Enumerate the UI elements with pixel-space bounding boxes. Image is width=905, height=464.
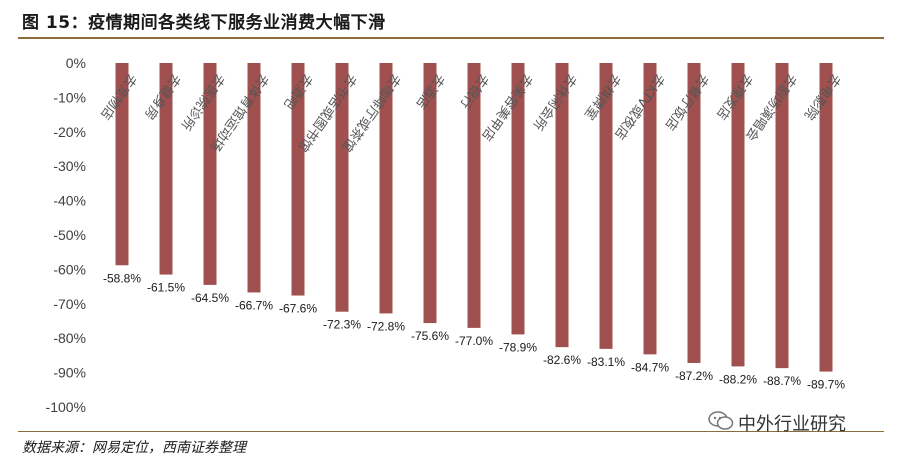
bar bbox=[247, 63, 261, 293]
data-label: -72.8% bbox=[367, 319, 405, 333]
data-label: -82.6% bbox=[543, 353, 581, 367]
bar bbox=[159, 63, 173, 275]
footer-rule bbox=[18, 431, 884, 432]
data-label: -87.2% bbox=[675, 369, 713, 383]
y-axis: 0% -10% -20% -30% -40% -50% -60% -70% -80% -90% -1… bbox=[46, 55, 86, 415]
bar bbox=[423, 63, 437, 324]
y-tick-label: 0% bbox=[66, 55, 86, 71]
data-label: -78.9% bbox=[499, 340, 537, 354]
y-tick-label: -50% bbox=[53, 227, 86, 243]
source-note: 数据来源：网易定位，西南证券整理 bbox=[22, 440, 246, 456]
data-label: -64.5% bbox=[191, 291, 229, 305]
y-tick-label: -10% bbox=[53, 89, 86, 105]
watermark: 中外行业研究 bbox=[738, 414, 846, 435]
bar bbox=[291, 63, 305, 296]
data-label: -72.3% bbox=[323, 318, 361, 332]
bar bbox=[511, 63, 525, 335]
category-label: 去医院诊所 bbox=[177, 71, 227, 133]
figure-title: 图 15：疫情期间各类线下服务业消费大幅下滑 bbox=[22, 13, 386, 33]
bar bbox=[379, 63, 393, 314]
data-labels: -58.8% -61.5% -64.5% -66.7% -67.6% -72.3% -72.… bbox=[103, 271, 845, 391]
data-label: -66.7% bbox=[235, 298, 273, 312]
bar bbox=[731, 63, 745, 367]
data-label: -67.6% bbox=[279, 302, 317, 316]
category-label: 去餐厅饭店 bbox=[661, 71, 711, 133]
bar bbox=[687, 63, 701, 363]
data-label: -61.5% bbox=[147, 281, 185, 295]
bar bbox=[599, 63, 613, 349]
bar-chart: 0% -10% -20% -30% -40% -50% -60% -70% -80% -90% -1… bbox=[46, 55, 846, 415]
bar bbox=[555, 63, 569, 348]
bar bbox=[335, 63, 349, 312]
bar bbox=[467, 63, 481, 328]
y-tick-label: -80% bbox=[53, 330, 86, 346]
bar bbox=[775, 63, 789, 369]
data-label: -88.2% bbox=[719, 372, 757, 386]
data-label: -58.8% bbox=[103, 271, 141, 285]
y-tick-label: -100% bbox=[46, 399, 86, 415]
bar bbox=[115, 63, 129, 266]
title-rule bbox=[18, 37, 884, 39]
bar bbox=[203, 63, 217, 285]
data-label: -75.6% bbox=[411, 329, 449, 343]
bar bbox=[643, 63, 657, 355]
data-label: -89.7% bbox=[807, 378, 845, 392]
data-label: -83.1% bbox=[587, 355, 625, 369]
y-tick-label: -40% bbox=[53, 193, 86, 209]
data-label: -77.0% bbox=[455, 334, 493, 348]
y-tick-label: -30% bbox=[53, 158, 86, 174]
data-label: -84.7% bbox=[631, 360, 669, 374]
wechat-icon bbox=[708, 411, 734, 430]
y-tick-label: -60% bbox=[53, 261, 86, 277]
y-tick-label: -90% bbox=[53, 365, 86, 381]
bar bbox=[819, 63, 833, 372]
y-tick-label: -70% bbox=[53, 296, 86, 312]
bars bbox=[115, 63, 833, 372]
y-tick-label: -20% bbox=[53, 124, 86, 140]
category-label: 去休闲会所 bbox=[529, 71, 579, 133]
data-label: -88.7% bbox=[763, 374, 801, 388]
